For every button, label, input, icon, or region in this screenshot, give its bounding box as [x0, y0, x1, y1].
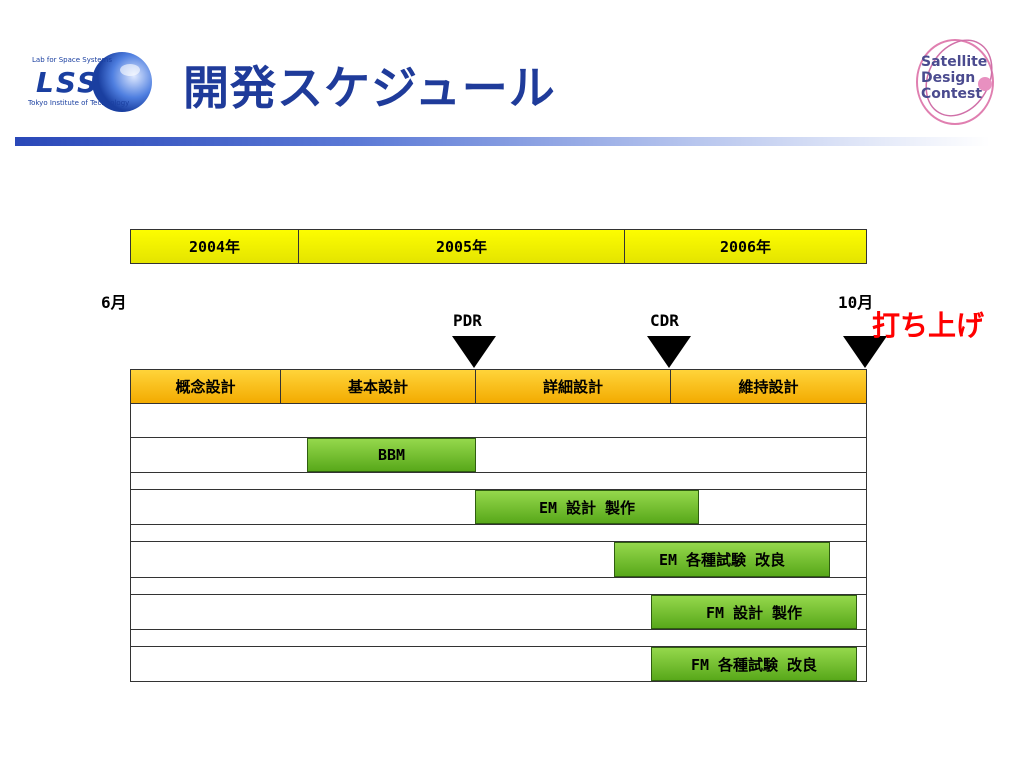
phase-conceptual-design: 概念設計 — [130, 369, 281, 404]
task-bar-bbm: BBM — [307, 438, 476, 472]
row-gap — [130, 525, 867, 542]
timeline-row — [130, 437, 867, 473]
milestone-pdr-label: PDR — [453, 311, 482, 330]
lss-globe-icon — [92, 52, 152, 112]
phase-detailed-design: 詳細設計 — [475, 369, 671, 404]
milestone-cdr-marker — [647, 336, 691, 368]
year-2004: 2004年 — [130, 229, 299, 264]
task-bar-fm-design: FM 設計 製作 — [651, 595, 857, 629]
phase-maintenance-design: 維持設計 — [670, 369, 867, 404]
header-divider — [15, 137, 990, 146]
row-gap — [130, 630, 867, 647]
timeline-row — [130, 403, 867, 438]
sdc-logo-line2: Design — [921, 70, 976, 86]
lss-logo-line1: Lab for Space Systems — [32, 56, 113, 64]
year-2005: 2005年 — [298, 229, 625, 264]
year-2006: 2006年 — [624, 229, 867, 264]
sdc-logo-line3: Contest — [921, 86, 983, 102]
row-gap — [130, 473, 867, 490]
task-bar-em-design: EM 設計 製作 — [475, 490, 699, 524]
launch-marker — [843, 336, 887, 368]
phase-basic-design: 基本設計 — [280, 369, 476, 404]
end-month-label: 10月 — [838, 293, 874, 312]
lss-logo-mark: LSS — [36, 66, 100, 99]
task-bar-fm-testing: FM 各種試験 改良 — [651, 647, 857, 681]
lss-logo-line2: Tokyo Institute of Technology — [28, 99, 130, 107]
page-title: 開発スケジュール — [183, 61, 556, 115]
milestone-cdr-label: CDR — [650, 311, 679, 330]
milestone-pdr-marker — [452, 336, 496, 368]
lss-logo: Lab for Space Systems LSS Tokyo Institut… — [22, 52, 152, 112]
sdc-rings-icon — [916, 39, 994, 125]
task-bar-em-testing: EM 各種試験 改良 — [614, 542, 830, 577]
start-month-label: 6月 — [101, 293, 127, 312]
row-gap — [130, 578, 867, 595]
launch-label: 打ち上げ — [872, 309, 985, 342]
sdc-logo-line1: Satellite — [921, 54, 988, 70]
sdc-logo: Satellite Design Contest — [913, 36, 997, 128]
